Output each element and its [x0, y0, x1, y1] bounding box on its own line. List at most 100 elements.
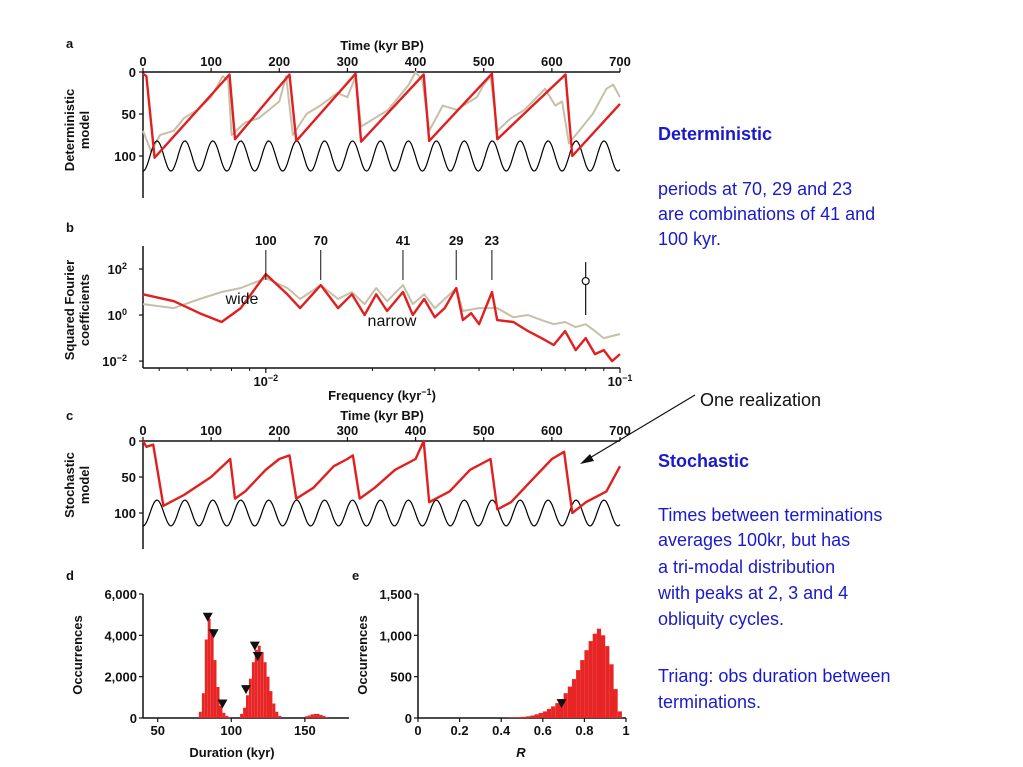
b-annotation-narrow: narrow: [368, 313, 417, 330]
e-bar: [542, 711, 547, 718]
panel-c-ylabel-line1: Stochastic: [62, 452, 77, 518]
d-bar: [304, 716, 308, 718]
d-marker-triangle: [249, 641, 260, 651]
b-annotation-wide: wide: [225, 291, 259, 308]
e-bar: [538, 713, 543, 718]
e-ytick-label: 0: [405, 711, 412, 726]
panel-d-xlabel: Duration (kyr): [189, 745, 274, 760]
e-ytick-label: 500: [390, 670, 412, 685]
det-line-2: are combinations of 41 and: [658, 204, 876, 224]
c-xtick-label: 500: [473, 423, 495, 438]
c-series-line: [141, 439, 622, 515]
callout-arrow: [580, 394, 696, 464]
e-bar: [601, 635, 606, 718]
d-marker-triangle: [202, 612, 213, 622]
panel-c-ylabel: Stochastic model: [62, 452, 92, 518]
e-bar: [567, 686, 572, 718]
panel-letter-e: e: [352, 568, 359, 583]
d-bar: [251, 662, 255, 718]
b-error-point: [581, 276, 590, 286]
panel-c-plot: 0 100 200 300 400 500 600 700 0 50 100: [114, 423, 631, 549]
c-xtick-label: 600: [541, 423, 563, 438]
det-line-1: periods at 70, 29 and 23: [658, 179, 853, 199]
panel-c-ylabel-line2: model: [77, 466, 92, 504]
a-xtick-label: 700: [609, 54, 631, 69]
sto-line-2: averages 100kr, but has: [658, 530, 851, 550]
d-bar: [213, 660, 217, 718]
panel-letter-b: b: [66, 220, 74, 235]
panel-a: a Time (kyr BP) Deterministic model 0 100…: [62, 36, 631, 198]
e-bar: [534, 714, 539, 718]
d-ytick-label: 6,000: [104, 587, 137, 602]
d-bar: [307, 715, 311, 718]
panel-letter-a: a: [66, 36, 74, 51]
b-xtick-label: 10−1: [608, 373, 633, 389]
e-xtick-label: 0.4: [492, 723, 511, 738]
a-xtick-label: 600: [541, 54, 563, 69]
e-bar: [555, 703, 560, 718]
a-xtick-label: 400: [405, 54, 427, 69]
stochastic-heading: Stochastic: [658, 451, 750, 471]
panel-a-plot: 0 100 200 300 400 500 600 700 0 50 100: [114, 54, 631, 198]
a-xtick-label: 300: [337, 54, 359, 69]
e-bar: [526, 716, 531, 718]
d-bar: [207, 618, 211, 718]
d-bar: [201, 693, 205, 718]
b-peak-label: 100: [255, 233, 277, 248]
e-marker-triangle: [556, 699, 567, 709]
e-bar: [517, 717, 522, 718]
d-bar: [310, 714, 314, 718]
c-ytick-label: 50: [122, 470, 136, 485]
c-xtick-label: 400: [405, 423, 427, 438]
d-bar: [240, 713, 243, 718]
c-xtick-label: 300: [337, 423, 359, 438]
sto-line-5: obliquity cycles.: [658, 609, 785, 629]
panel-a-xlabel: Time (kyr BP): [340, 38, 424, 53]
d-bar: [198, 711, 202, 718]
one-realization-callout: One realization: [700, 390, 822, 410]
panel-e-plot: 0 0.2 0.4 0.6 0.8 1 0 500 1,000 1,500: [379, 587, 629, 738]
b-ytick-label: 10−2: [102, 353, 127, 369]
d-xtick-label: 100: [220, 723, 242, 738]
panel-d-ylabel: Occurrences: [70, 615, 85, 695]
c-ytick-label: 0: [129, 434, 136, 449]
deterministic-heading: Deterministic: [658, 124, 773, 144]
e-bar: [596, 628, 602, 718]
e-ytick-label: 1,500: [379, 587, 412, 602]
det-line-3: 100 kyr.: [658, 229, 722, 249]
e-bar: [576, 670, 581, 718]
d-bar: [216, 687, 220, 718]
e-bar: [617, 711, 622, 718]
e-bar: [563, 693, 568, 718]
e-bar: [613, 689, 618, 718]
a-series-line: [142, 71, 621, 153]
e-bar: [513, 717, 518, 718]
d-ytick-label: 0: [130, 711, 137, 726]
b-peak-label: 70: [313, 233, 327, 248]
c-xtick-label: 700: [609, 423, 631, 438]
b-xtick-label: 10−2: [253, 373, 278, 389]
d-bar: [322, 715, 326, 718]
e-bar: [530, 715, 535, 718]
b-peak-label: 29: [449, 233, 463, 248]
c-xtick-label: 0: [139, 423, 146, 438]
a-ytick-label: 50: [122, 107, 136, 122]
d-bar: [257, 645, 261, 718]
panel-b-ylabel-line1: Squared Fourier: [62, 260, 77, 360]
e-ytick-label: 1,000: [379, 628, 412, 643]
d-bar: [260, 651, 264, 718]
e-bar: [588, 641, 593, 718]
a-xtick-label: 0: [139, 54, 146, 69]
e-bar: [522, 716, 527, 718]
panel-b-ylabel-line2: coefficients: [77, 274, 92, 346]
b-ytick-label: 100: [108, 307, 127, 323]
panel-d-plot: 50 100 150 0 2,000 4,000 6,000: [104, 587, 349, 738]
d-bar: [228, 717, 232, 718]
d-bar: [248, 678, 252, 718]
b-ytick-label: 102: [108, 261, 127, 277]
d-bar: [210, 629, 214, 718]
d-marker-triangle: [208, 629, 219, 639]
panel-a-ylabel-line1: Deterministic: [62, 89, 77, 171]
panel-a-ylabel-line2: model: [77, 111, 92, 149]
